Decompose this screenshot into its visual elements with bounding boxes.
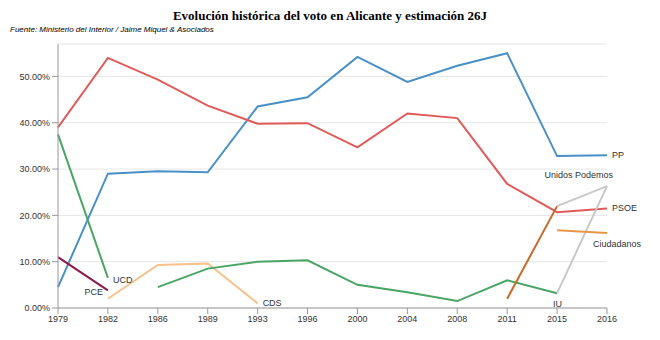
svg-text:1986: 1986 xyxy=(148,314,168,324)
svg-text:2011: 2011 xyxy=(498,314,517,324)
svg-text:2016: 2016 xyxy=(597,314,617,324)
svg-text:20.00%: 20.00% xyxy=(19,211,50,221)
svg-text:1993: 1993 xyxy=(248,314,268,324)
svg-text:CDS: CDS xyxy=(263,298,282,308)
svg-text:1979: 1979 xyxy=(48,314,68,324)
svg-text:2000: 2000 xyxy=(347,314,367,324)
svg-text:Ciudadanos: Ciudadanos xyxy=(593,239,642,249)
svg-text:2015: 2015 xyxy=(547,314,567,324)
svg-text:IU: IU xyxy=(553,299,562,309)
html-text:Fuente: Ministerio del Interio: Fuente: Ministerio del Interior / Jaime … xyxy=(10,25,214,34)
svg-text:10.00%: 10.00% xyxy=(19,257,50,267)
svg-text:PP: PP xyxy=(612,150,624,160)
svg-text:1996: 1996 xyxy=(298,314,318,324)
svg-text:UCD: UCD xyxy=(113,275,133,285)
svg-text:1982: 1982 xyxy=(98,314,118,324)
svg-text:40.00%: 40.00% xyxy=(19,118,50,128)
svg-text:2004: 2004 xyxy=(397,314,417,324)
svg-text:PCE: PCE xyxy=(84,287,103,297)
svg-text:1989: 1989 xyxy=(198,314,218,324)
svg-text:2008: 2008 xyxy=(447,314,467,324)
svg-text:0.00%: 0.00% xyxy=(24,303,50,313)
html-text:Evolución histórica del voto e: Evolución histórica del voto en Alicante… xyxy=(172,8,488,23)
svg-text:30.00%: 30.00% xyxy=(19,164,50,174)
svg-text:PSOE: PSOE xyxy=(612,203,637,213)
svg-text:Unidos Podemos: Unidos Podemos xyxy=(544,170,613,180)
svg-text:50.00%: 50.00% xyxy=(19,72,50,82)
